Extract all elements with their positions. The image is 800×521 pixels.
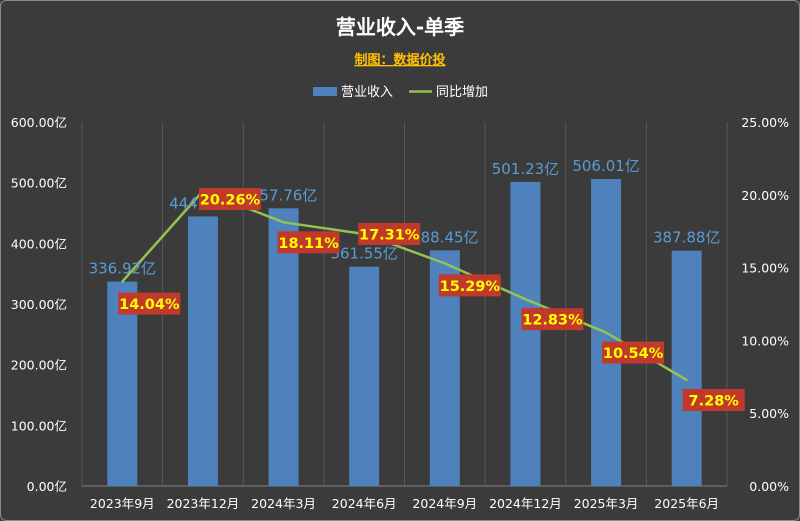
line-point xyxy=(282,221,285,224)
y-right-tick-label: 5.00% xyxy=(749,406,789,421)
line-point xyxy=(443,262,447,265)
y-right-tick-label: 10.00% xyxy=(741,333,789,348)
pct-value-label: 14.04% xyxy=(119,297,180,313)
y-left-tick-label: 400.00亿 xyxy=(11,236,67,251)
bar xyxy=(510,181,541,486)
y-right-tick-label: 20.00% xyxy=(741,188,789,203)
y-right-tick-label: 25.00% xyxy=(741,115,789,130)
x-tick-label: 2025年6月 xyxy=(654,496,719,511)
bar-value-label: 506.01亿 xyxy=(572,157,640,175)
x-tick-label: 2023年9月 xyxy=(90,496,155,511)
bar xyxy=(187,216,218,487)
pct-label-box xyxy=(198,188,261,211)
bar xyxy=(349,266,380,486)
pct-value-label: 18.11% xyxy=(278,236,339,252)
pct-value-label: 12.83% xyxy=(522,313,583,329)
x-tick-label: 2024年12月 xyxy=(489,496,562,511)
pct-value-label: 15.29% xyxy=(440,279,501,295)
pct-value-label: 7.28% xyxy=(689,394,740,410)
chart-title: 营业收入-单季 xyxy=(336,15,464,39)
pct-label-box xyxy=(118,292,181,315)
line-point xyxy=(604,331,608,334)
bar-value-label: 387.88亿 xyxy=(653,229,721,247)
x-tick-label: 2024年6月 xyxy=(332,496,397,511)
y-left-tick-label: 500.00亿 xyxy=(11,176,67,191)
y-left-tick-label: 300.00亿 xyxy=(11,297,67,312)
line-point xyxy=(121,280,124,283)
pct-label-box xyxy=(521,308,584,331)
bar xyxy=(671,250,702,486)
pct-value-label: 10.54% xyxy=(603,346,664,362)
line-point xyxy=(685,378,688,382)
y-left-tick-label: 600.00亿 xyxy=(11,115,67,130)
y-left-tick-label: 200.00亿 xyxy=(11,358,67,373)
legend-label-bar: 营业收入 xyxy=(341,85,393,100)
x-tick-label: 2024年3月 xyxy=(251,496,316,511)
legend-label-line: 同比增加 xyxy=(436,85,488,100)
line-point xyxy=(524,297,527,301)
y-left-tick-label: 100.00亿 xyxy=(11,418,67,433)
y-right-tick-label: 15.00% xyxy=(741,261,789,276)
bar-value-label: 457.76亿 xyxy=(250,186,318,204)
bar-value-label: 388.45亿 xyxy=(411,228,479,246)
y-left-tick-label: 0.00亿 xyxy=(27,479,67,494)
pct-label-box xyxy=(277,231,340,254)
bar xyxy=(268,208,299,486)
bar xyxy=(107,281,138,486)
pct-label-box xyxy=(682,389,745,412)
x-tick-label: 2024年9月 xyxy=(412,496,477,511)
pct-label-box xyxy=(358,222,421,245)
y-right-tick-label: 0.00% xyxy=(749,479,789,494)
legend-swatch-bar xyxy=(313,87,337,96)
x-tick-label: 2025年3月 xyxy=(574,496,639,511)
pct-label-box xyxy=(602,341,665,364)
pct-label-box xyxy=(438,274,501,297)
bar-value-label: 361.55亿 xyxy=(330,245,398,263)
chart-subtitle: 制图：数据价投 xyxy=(354,52,445,68)
x-tick-label: 2023年12月 xyxy=(167,496,240,511)
bar-value-label: 501.23亿 xyxy=(492,160,560,178)
bar-value-label: 336.92亿 xyxy=(89,260,157,278)
pct-value-label: 17.31% xyxy=(359,227,420,243)
pct-value-label: 20.26% xyxy=(200,193,261,209)
